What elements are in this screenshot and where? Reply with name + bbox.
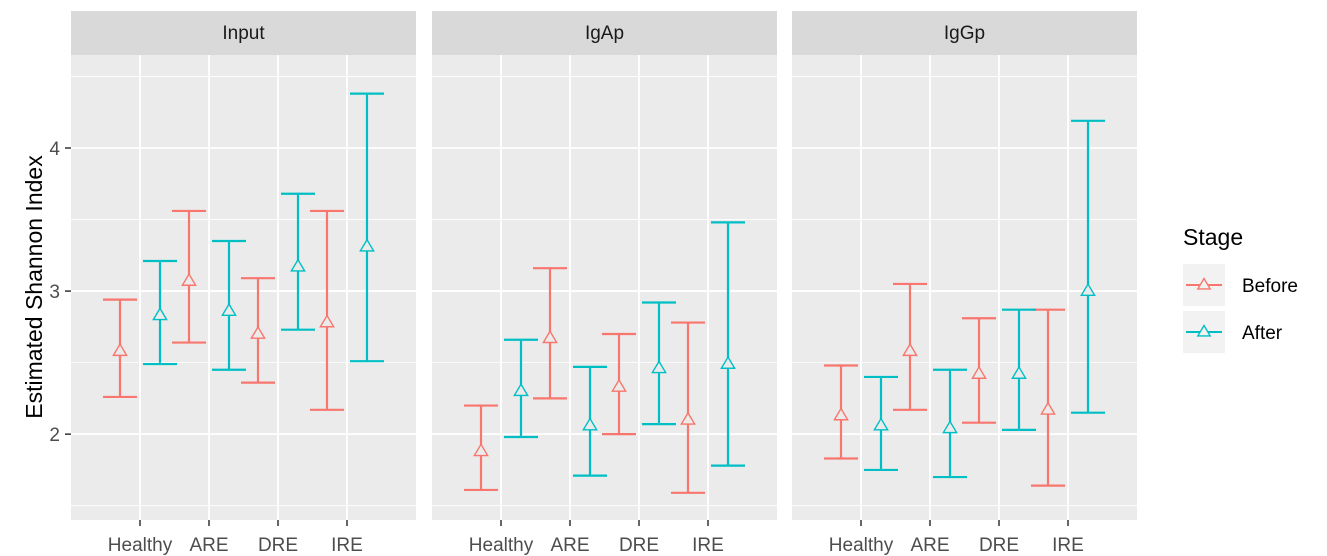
mean-point	[833, 407, 849, 421]
mean-point	[942, 420, 958, 434]
errorbar-before	[533, 267, 567, 400]
x-tick-label: IRE	[331, 535, 363, 556]
legend-item-before: Before	[1183, 264, 1298, 306]
y-axis: 2 3 4	[49, 139, 71, 446]
errorbar-before	[103, 298, 137, 399]
y-tick-label: 2	[49, 425, 60, 446]
mean-point	[902, 342, 918, 357]
panel-background	[792, 55, 1137, 520]
x-tick-label: IRE	[692, 535, 724, 556]
x-tick-label: DRE	[979, 535, 1019, 556]
y-tick-label: 3	[49, 282, 60, 303]
errorbar-before	[241, 277, 275, 384]
x-tick-label: DRE	[258, 535, 298, 556]
errorbar-after	[281, 192, 315, 331]
errorbar-before	[1031, 308, 1065, 487]
errorbar-before	[602, 332, 636, 436]
mean-point	[582, 417, 598, 431]
mean-point	[290, 258, 306, 272]
errorbar-before	[824, 364, 858, 460]
x-tick-label: ARE	[550, 535, 589, 556]
facet-panel-input: Input Healthy ARE DRE IRE	[71, 11, 416, 556]
x-tick-label: Healthy	[108, 535, 173, 556]
x-tick-label: IRE	[1052, 535, 1084, 556]
mean-point	[1011, 365, 1027, 379]
errorbar-before	[671, 321, 705, 494]
x-tick-label: DRE	[619, 535, 659, 556]
facet-panel-iggp: IgGp Healthy ARE DRE IRE	[792, 11, 1137, 556]
mean-point	[651, 359, 667, 374]
errorbar-after	[1071, 119, 1105, 414]
facet-strip-label: IgAp	[585, 23, 624, 44]
mean-point	[250, 325, 266, 339]
errorbar-after	[212, 239, 246, 371]
mean-point	[971, 365, 987, 379]
mean-point	[473, 442, 489, 457]
facet-strip	[71, 11, 416, 55]
legend-title: Stage	[1183, 224, 1243, 250]
y-tick-label: 4	[49, 139, 60, 160]
x-tick-label: Healthy	[829, 535, 894, 556]
panel-background	[432, 55, 777, 520]
mean-point	[611, 378, 627, 392]
errorbar-after	[642, 301, 676, 426]
mean-point	[720, 355, 736, 369]
legend-label: Before	[1242, 276, 1298, 297]
errorbar-after	[143, 259, 177, 366]
errorbar-after	[1002, 308, 1036, 431]
facet-strip-label: IgGp	[944, 23, 985, 44]
x-tick-label: ARE	[910, 535, 949, 556]
mean-point	[680, 411, 696, 425]
mean-point	[542, 329, 558, 344]
errorbar-after	[864, 375, 898, 472]
facet-panels: Input Healthy ARE DRE IRE IgAp Healthy ARE DRE IR…	[49, 11, 1137, 556]
facet-strip	[432, 11, 777, 55]
mean-point	[359, 238, 375, 252]
legend: Stage Before After	[1183, 224, 1298, 353]
errorbar-before	[893, 282, 927, 411]
mean-point	[319, 314, 335, 328]
legend-label: After	[1242, 323, 1283, 344]
errorbar-before	[172, 209, 206, 344]
x-tick-label: Healthy	[469, 535, 534, 556]
y-axis-title: Estimated Shannon Index	[21, 155, 47, 419]
errorbar-before	[962, 317, 996, 424]
mean-point	[221, 302, 237, 317]
facet-strip-label: Input	[222, 23, 265, 44]
legend-key-triangle	[1196, 277, 1212, 290]
errorbar-after	[933, 368, 967, 479]
x-tick-label: ARE	[189, 535, 228, 556]
mean-point	[1040, 401, 1056, 415]
mean-point	[181, 272, 197, 286]
errorbar-after	[504, 338, 538, 439]
mean-point	[112, 342, 128, 357]
errorbar-after	[350, 92, 384, 363]
legend-items: Before After	[1183, 264, 1298, 353]
mean-point	[873, 417, 889, 431]
facet-panel-igap: IgAp Healthy ARE DRE IRE	[432, 11, 777, 556]
panel-background	[71, 55, 416, 520]
legend-item-after: After	[1183, 311, 1283, 353]
facet-strip	[792, 11, 1137, 55]
errorbar-after	[711, 221, 745, 467]
legend-key-triangle	[1196, 324, 1212, 337]
errorbar-before	[310, 209, 344, 411]
mean-point	[1080, 282, 1096, 296]
mean-point	[152, 307, 168, 321]
errorbar-after	[573, 365, 607, 477]
mean-point	[513, 382, 529, 397]
errorbar-before	[464, 404, 498, 492]
